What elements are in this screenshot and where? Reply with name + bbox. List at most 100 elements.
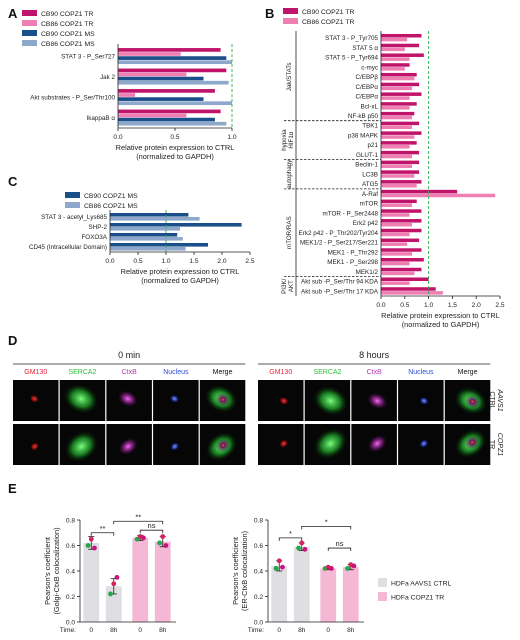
- bar-b-1-25: [381, 281, 410, 285]
- bar-b-0-25: [381, 277, 429, 281]
- cell-signal: [63, 383, 99, 414]
- category-label: c-myc: [361, 64, 378, 71]
- significance-label: **: [135, 512, 141, 521]
- bar-b-1-15: [381, 183, 417, 188]
- bar-b-1-8: [381, 115, 412, 120]
- bar-b-0-9: [381, 121, 420, 126]
- significance-label: *: [289, 529, 292, 538]
- legend-label: CB86 COPZ1 MS: [84, 203, 138, 210]
- category-label: STAT 3 - P_Tyr705: [325, 35, 378, 42]
- bar-b-1-4: [381, 76, 415, 81]
- bar-b-0-17: [381, 199, 417, 204]
- data-point: [299, 540, 305, 546]
- category-label: C/EBPα: [355, 84, 378, 91]
- y-tick-label: 0.2: [254, 594, 263, 601]
- x-tick-label: 1.0: [424, 302, 433, 309]
- microscopy-panel: 0 min GM130 SERCA2 CtxB Nucleus Merge 8 hours G…: [13, 350, 503, 465]
- data-point: [88, 536, 94, 542]
- significance-bracket: [327, 547, 352, 552]
- bar-b-0-12: [381, 150, 420, 155]
- legend-swatch-ctrl: [378, 578, 387, 587]
- cell-signal: [469, 398, 476, 405]
- category-label: Akt sub -P_Ser/Thr 94 KDA: [301, 279, 379, 286]
- bar-c-1-3: [110, 247, 186, 251]
- x-tick-label: 0.0: [376, 302, 385, 309]
- category-label: Jak 2: [100, 74, 116, 81]
- legend-label: CB86 COPZ1 TR: [302, 19, 354, 26]
- group-label: Jak/STATs: [286, 63, 293, 92]
- y-tick-label: 0.6: [66, 543, 75, 550]
- x-axis-title: Relative protein expression to CTRL: [121, 267, 240, 276]
- x-tick-label: 0: [138, 627, 142, 634]
- cell-signal: [366, 392, 388, 410]
- bar-a-3-1: [118, 80, 229, 85]
- x-tick-label: 0.5: [400, 302, 409, 309]
- data-point: [85, 543, 91, 548]
- data-point: [114, 574, 120, 580]
- category-label: Akt sub -P_Ser/Thr 17 KDA: [301, 288, 379, 295]
- category-label: IkappaB α: [87, 115, 116, 122]
- category-label: NF-kB p50: [348, 113, 379, 120]
- x-tick-label: 2.0: [217, 258, 226, 265]
- cell-signal: [29, 442, 40, 451]
- bar-b-1-10: [381, 135, 415, 139]
- bar-b-1-24: [381, 271, 415, 276]
- data-point: [273, 566, 279, 571]
- panel-label-b: B: [265, 6, 274, 21]
- y-tick-label: 0.4: [66, 568, 75, 575]
- category-label: Bcl-xL: [361, 103, 379, 110]
- category-label: ATG5: [362, 181, 378, 188]
- legend-swatch: [283, 18, 298, 24]
- y-axis-title: Pearson's coefficient: [43, 537, 52, 605]
- bar-b-0-26: [381, 287, 436, 291]
- data-point: [134, 536, 140, 542]
- x-tick-label: 0.0: [105, 258, 114, 265]
- bar-ctrl-0: [83, 542, 100, 622]
- bar-b-0-7: [381, 102, 417, 106]
- bar-b-0-19: [381, 219, 422, 223]
- bar-b-0-16: [381, 189, 458, 194]
- bar-c-1-2: [110, 237, 183, 241]
- bar-b-1-0: [381, 37, 408, 42]
- category-label: STAT 5 - P_Tyr694: [325, 55, 378, 62]
- category-label: Erk2 p42 - P_Thr202/Tyr204: [299, 230, 379, 237]
- cell-signal: [367, 434, 388, 453]
- cell-signal: [419, 396, 429, 406]
- panel-label-d: D: [8, 333, 17, 348]
- data-point: [351, 563, 357, 569]
- channel-label: GM130: [24, 369, 47, 376]
- legend-swatch-tr: [378, 592, 387, 601]
- y-tick-label: 0.4: [254, 568, 263, 575]
- data-point: [111, 581, 117, 587]
- category-label: Akt substrates - P_Ser/Thr100: [30, 94, 115, 101]
- bar-b-1-19: [381, 222, 412, 227]
- bar-b-1-23: [381, 261, 410, 266]
- legend-label: CB90 COPZ1 TR: [41, 11, 93, 18]
- x-tick-label: 1.5: [448, 302, 457, 309]
- legend-label-tr: HDFa COPZ1 TR: [391, 595, 444, 602]
- x-axis-subtitle: (normalized to GAPDH): [136, 152, 214, 161]
- bar-b-0-0: [381, 33, 422, 38]
- x-tick-label: 8h: [110, 627, 118, 634]
- bar-b-0-2: [381, 53, 424, 57]
- x-axis-title: Relative protein expression to CTRL: [381, 311, 500, 320]
- bar-b-1-18: [381, 213, 410, 217]
- bar-a-2-1: [118, 76, 204, 81]
- panel-label-c: C: [8, 174, 18, 189]
- bar-b-0-15: [381, 180, 422, 184]
- x-tick-label: 2.5: [495, 302, 504, 309]
- group-label: autophagy: [286, 159, 293, 189]
- category-label: SHP-2: [88, 224, 107, 231]
- x-tick-label: 0: [277, 627, 281, 634]
- bar-ctrl-8h: [293, 546, 310, 622]
- x-axis-title: Relative protein expression to CTRL: [116, 143, 235, 152]
- bar-b-0-24: [381, 267, 422, 272]
- y-axis-subtitle: (ER-CtxB colocalization): [240, 531, 249, 611]
- bar-b-0-5: [381, 82, 420, 87]
- category-label: Erk2 p42: [353, 220, 379, 227]
- bar-b-0-20: [381, 228, 422, 233]
- cell-signal: [313, 386, 348, 416]
- legend-label: CB90 COPZ1 TR: [302, 9, 354, 16]
- bar-tr-0: [320, 568, 337, 622]
